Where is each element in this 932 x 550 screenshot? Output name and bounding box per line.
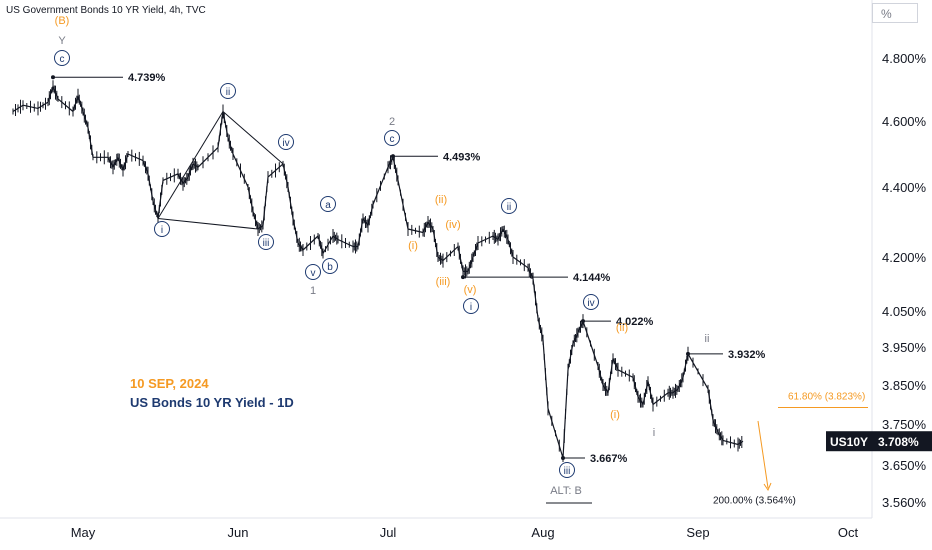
trend-line [157,218,259,230]
wave-label: i [470,302,472,313]
unit-toggle[interactable]: % [872,3,918,23]
wave-label: ii [507,202,511,213]
y-tick-label: 3.950% [882,340,927,355]
y-tick-label: 4.200% [882,250,927,265]
trend-line [222,111,284,165]
chart-title: US Government Bonds 10 YR Yield, 4h, TVC [6,5,206,16]
fib-label: 200.00% (3.564%) [713,495,796,506]
wave-label: i [653,427,655,439]
wave-circle [305,264,321,280]
x-tick-label: Jun [228,525,249,540]
level-label: 3.667% [590,453,628,465]
wave-trend-lines [157,111,284,230]
symbol-badge [826,431,872,452]
wave-label: c [390,134,395,145]
wave-label: i [161,225,163,236]
wave-label: (v) [464,284,477,296]
wave-circle [278,134,294,150]
wave-label: b [327,262,333,273]
last-value-label: 3.708% [878,435,919,449]
wave-circle [501,198,517,214]
wave-label: a [325,200,331,211]
level-label: 4.493% [443,151,481,163]
wave-circle [220,83,236,99]
wave-circle [384,130,400,146]
level-label: 3.932% [728,349,766,361]
x-tick-label: Sep [686,525,709,540]
y-axis: 4.800% 4.600% 4.400% 4.200% 4.050% 3.950% 3.85… [826,0,932,518]
level-label: 4.144% [573,272,611,284]
wave-label: iii [263,238,270,249]
wave-label: (ii) [616,322,628,334]
wave-circle [54,50,70,66]
y-tick-label: 4.800% [882,51,927,66]
level-label: 4.022% [616,316,654,328]
x-tick-label: Oct [838,525,859,540]
wave-label: iv [282,138,289,149]
wave-circle [322,258,338,274]
wave-label: (B) [55,15,70,27]
wave-label: 1 [310,285,316,297]
y-tick-label: 4.600% [882,114,927,129]
wave-label: (i) [408,240,418,252]
projection-arrow [757,420,769,489]
price-level-lines: 4.739% 4.493% 4.144% 4.022% 3.932% 3.667% 61.8… [51,72,868,506]
price-line [12,85,744,459]
wave-circle [583,294,599,310]
wave-label: ii [705,333,710,345]
x-tick-label: Jul [380,525,397,540]
y-tick-label: 3.650% [882,458,927,473]
wave-circle [154,221,170,237]
symbol-label: US10Y [830,435,868,449]
wave-circle [559,462,575,478]
annotation-subtitle: US Bonds 10 YR Yield - 1D [130,395,294,410]
y-tick-label: 3.560% [882,495,927,510]
level-label: 4.739% [128,72,166,84]
price-series [12,80,744,462]
projection-arrowhead [763,482,772,492]
wave-circle [463,298,479,314]
wave-label: ALT: B [550,485,582,497]
wave-label: 2 [389,116,395,128]
fib-label: 61.80% (3.823%) [788,392,865,403]
x-axis: May Jun Jul Aug Sep Oct [0,517,872,540]
x-tick-label: May [71,525,96,540]
wave-labels: (B)Yciiiviiiiavb12c(ii)(iv)(i)(iii)(v)ii… [54,15,710,497]
wave-label: (ii) [435,194,447,206]
y-tick-label: 4.400% [882,180,927,195]
y-tick-label: 3.850% [882,378,927,393]
wave-label: (iv) [445,219,460,231]
wave-label: c [60,54,65,65]
wave-label: (iii) [436,276,451,288]
trend-line [157,111,224,219]
wave-circle [258,234,274,250]
y-tick-label: 3.750% [882,417,927,432]
wave-label: v [311,268,316,279]
annotation-date: 10 SEP, 2024 [130,376,209,391]
wave-label: iv [587,298,594,309]
wave-label: ii [226,87,230,98]
y-tick-label: 4.050% [882,304,927,319]
x-tick-label: Aug [531,525,554,540]
last-value-badge [872,431,932,452]
wave-label: Y [58,35,66,47]
wave-label: iii [564,466,571,477]
wave-circle [320,196,336,212]
wave-label: (i) [610,409,620,421]
